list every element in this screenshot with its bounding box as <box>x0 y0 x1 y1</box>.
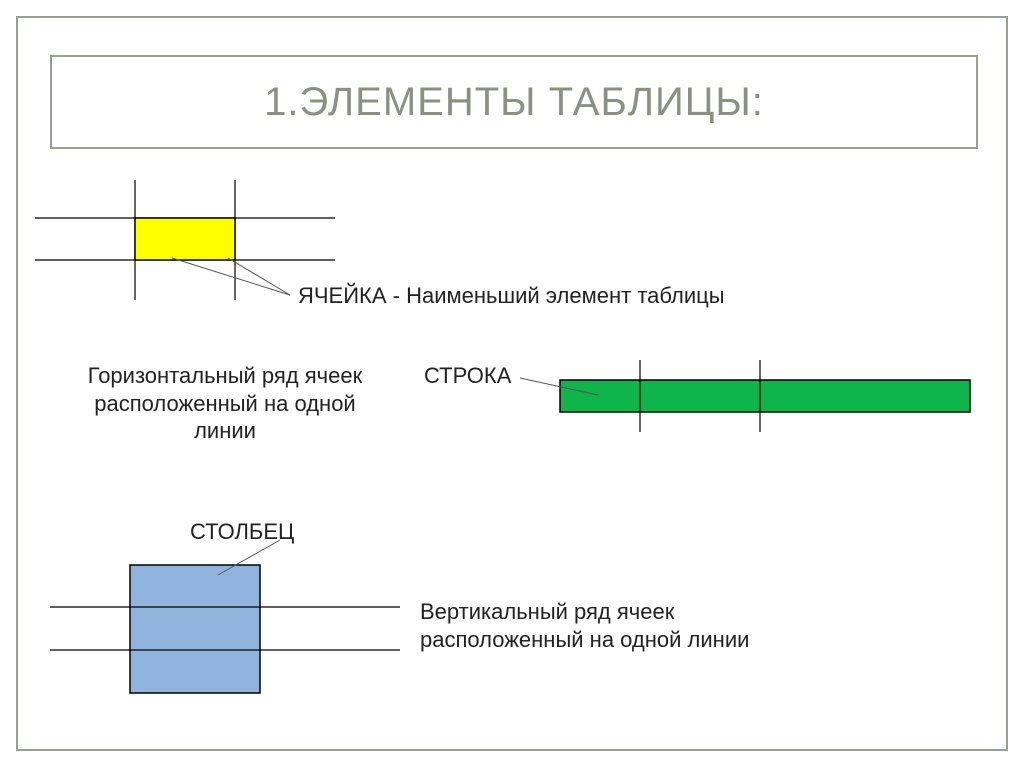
row-rect <box>560 380 970 412</box>
row-desc-l3: линии <box>194 418 256 443</box>
col-rect <box>130 565 260 693</box>
row-desc-l1: Горизонтальный ряд ячеек <box>88 363 362 388</box>
row-desc-l2: расположенный на одной <box>94 391 355 416</box>
col-desc-l1: Вертикальный ряд ячеек <box>420 599 674 624</box>
cell-group <box>35 180 335 300</box>
col-name: СТОЛБЕЦ <box>190 518 294 546</box>
cell-leader-1 <box>228 258 290 295</box>
row-name: СТРОКА <box>424 362 511 390</box>
cell-leader-2 <box>172 258 290 295</box>
row-desc: Горизонтальный ряд ячеек расположенный н… <box>60 362 390 445</box>
cell-rect <box>135 218 235 260</box>
col-desc: Вертикальный ряд ячеек расположенный на … <box>420 598 749 653</box>
row-group <box>520 360 970 432</box>
col-desc-l2: расположенный на одной линии <box>420 627 749 652</box>
cell-label: ЯЧЕЙКА - Наименьший элемент таблицы <box>298 282 725 310</box>
col-group <box>50 540 400 693</box>
